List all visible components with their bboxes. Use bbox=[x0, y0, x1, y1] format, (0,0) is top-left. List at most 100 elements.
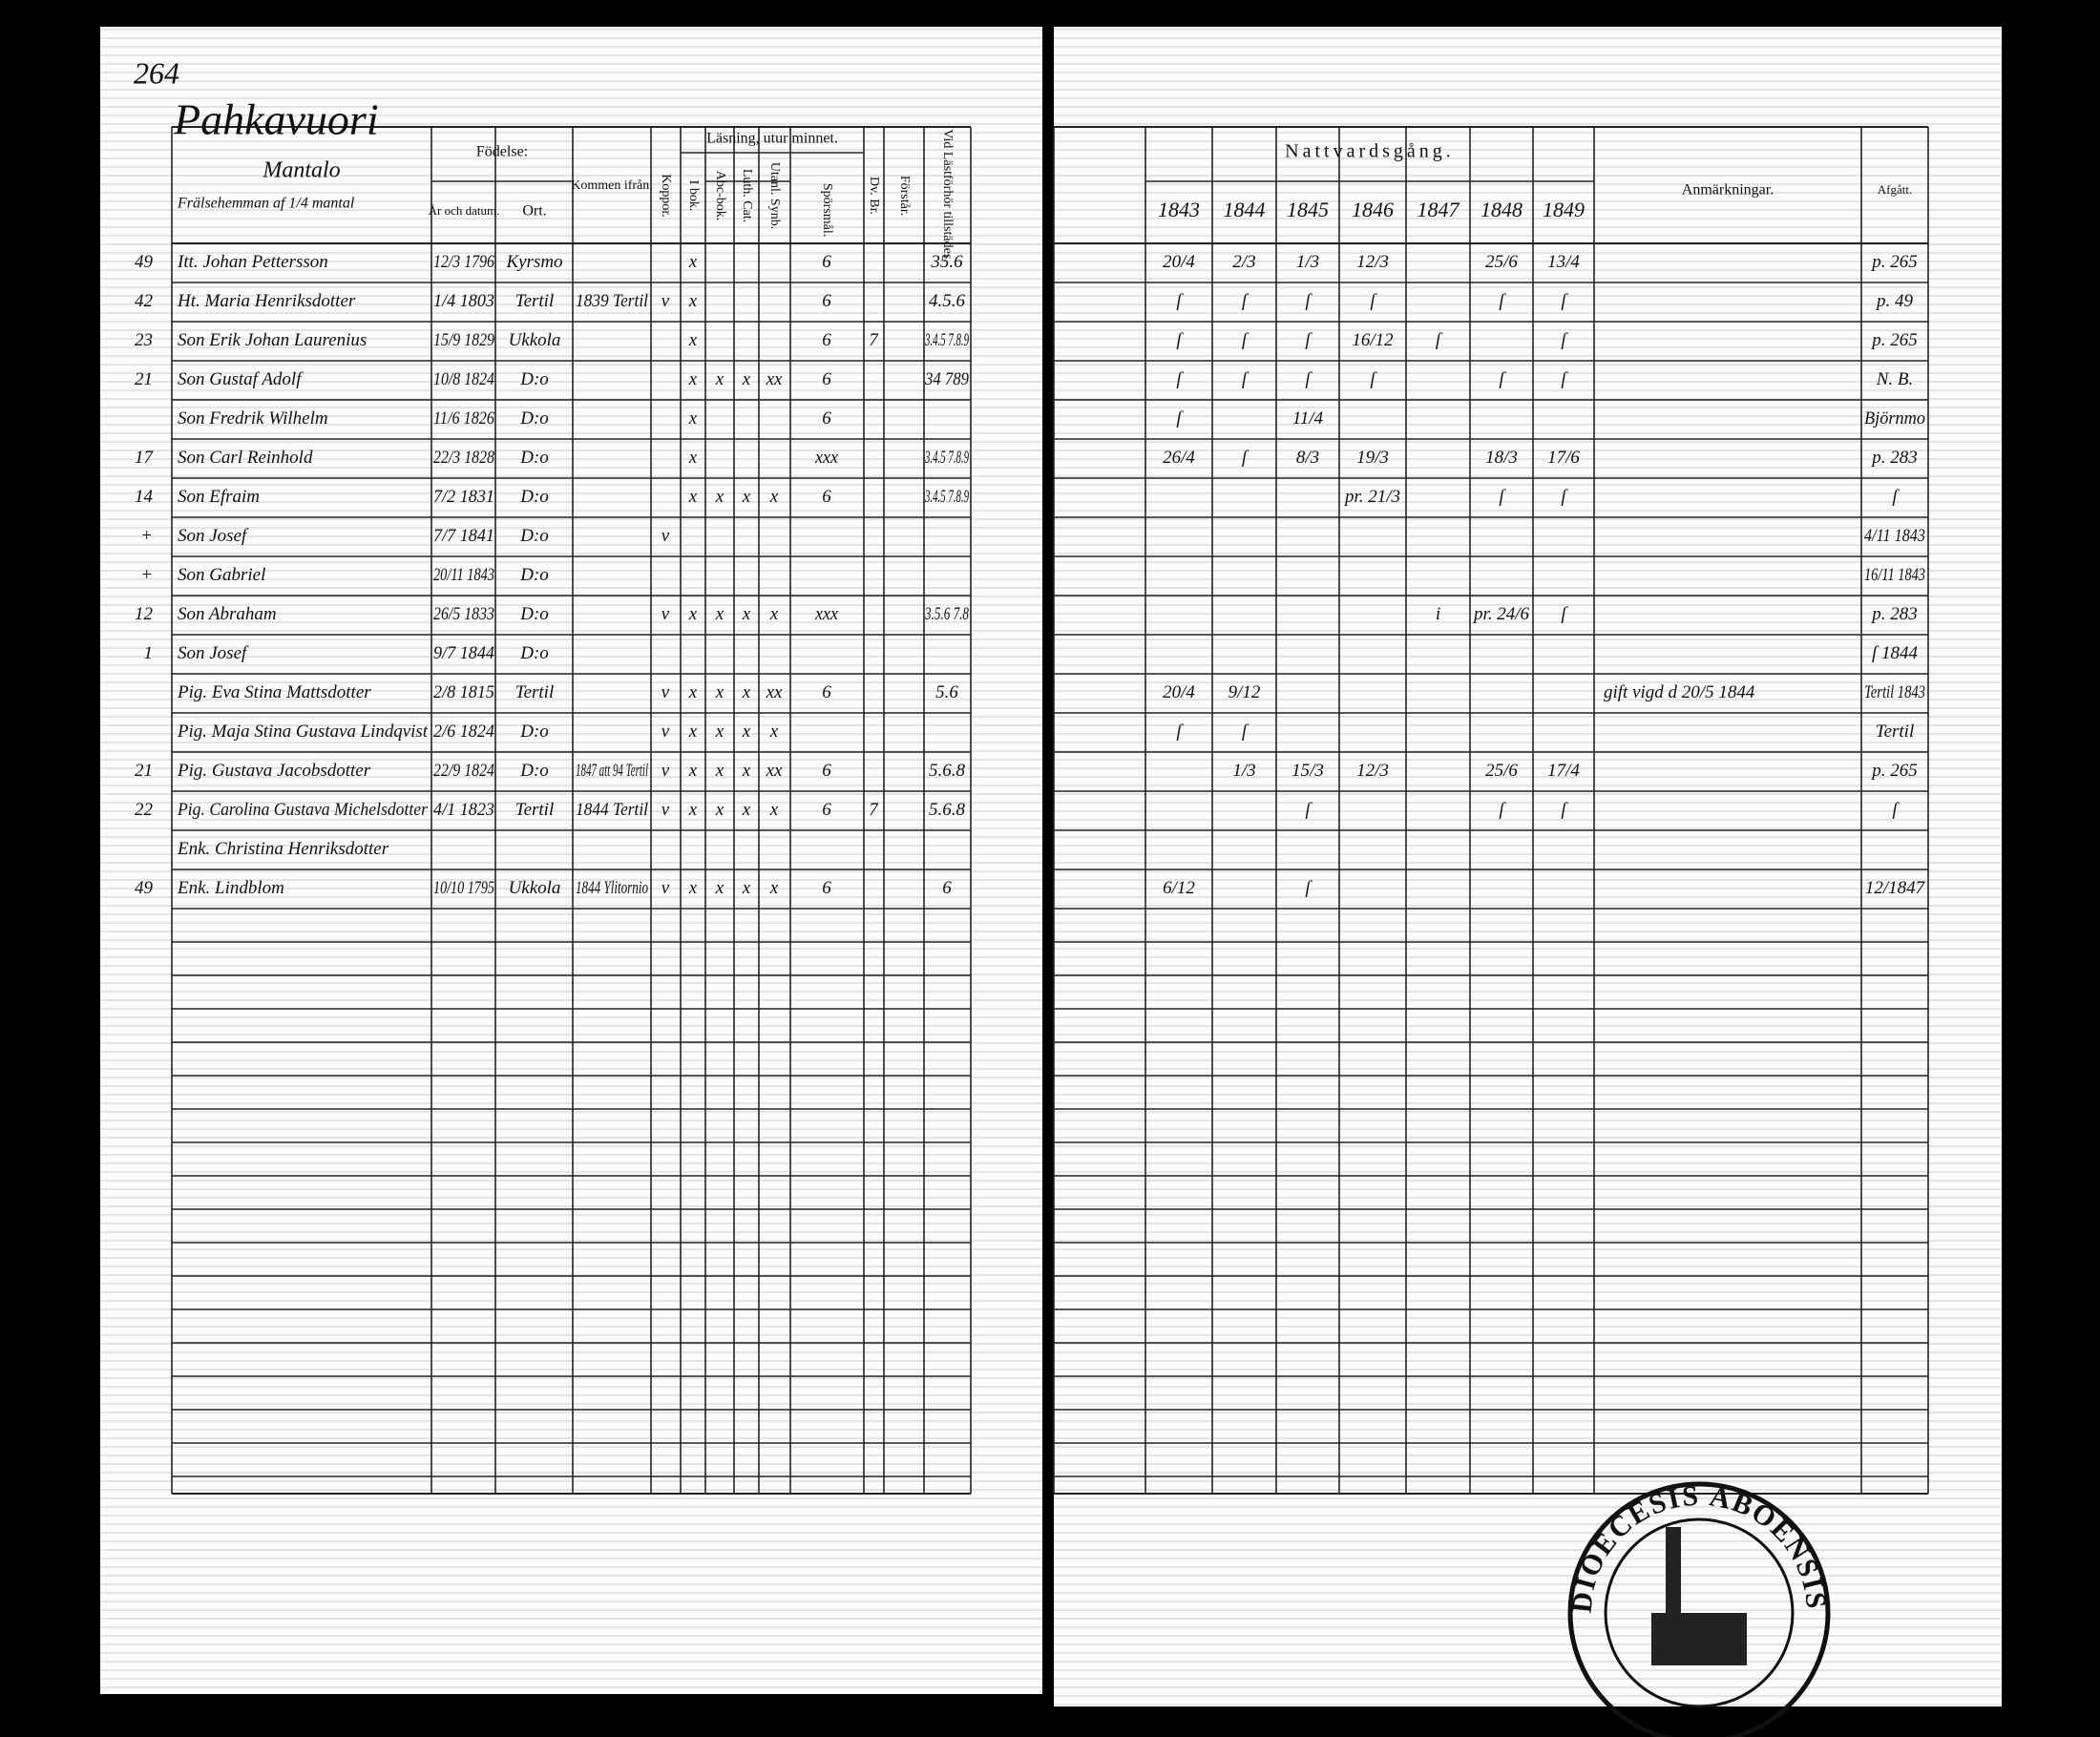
register-cell: 1844 Tertil bbox=[576, 800, 648, 820]
register-cell: x bbox=[742, 369, 751, 389]
vertical-header: Vid Lästförhör tillstädes. bbox=[940, 129, 955, 262]
person-name: Enk. Lindblom bbox=[177, 878, 284, 898]
register-cell: D:o bbox=[519, 643, 549, 663]
register-cell: x bbox=[715, 369, 724, 389]
communion-entry: 11/4 bbox=[1292, 408, 1324, 429]
register-cell: x bbox=[769, 878, 779, 898]
register-cell: Tertil bbox=[515, 682, 555, 702]
register-cell: Tertil bbox=[515, 291, 555, 311]
register-cell: x bbox=[742, 761, 751, 781]
register-cell: 3.4.5 7.8.9 bbox=[924, 330, 969, 350]
table-body: 1843 1844 1845 1846 1847 1848 1849 49 Itt. Johan… bbox=[135, 198, 1926, 898]
communion-entry: ſ bbox=[1176, 291, 1184, 311]
register-cell: x bbox=[688, 800, 698, 820]
register-cell: x bbox=[715, 761, 724, 781]
register-cell: 5.6.8 bbox=[929, 761, 966, 781]
register-cell: x bbox=[769, 487, 779, 507]
register-cell: 1839 Tertil bbox=[576, 291, 648, 311]
communion-entry: 25/6 bbox=[1485, 252, 1518, 272]
communion-entry: 20/4 bbox=[1163, 252, 1195, 272]
register-cell: xx bbox=[766, 761, 783, 781]
year-header: 1844 bbox=[1224, 198, 1266, 221]
register-cell: 10/10 1795 bbox=[433, 878, 494, 898]
register-cell: x bbox=[688, 878, 698, 898]
register-cell: 35.6 bbox=[930, 252, 963, 272]
communion-entry: ſ bbox=[1242, 291, 1250, 311]
communion-entry: ſ bbox=[1561, 487, 1568, 507]
register-cell: x bbox=[688, 682, 698, 702]
register-cell: 34 789 bbox=[924, 369, 969, 389]
column-note: Frälsehemman af 1/4 mantal bbox=[177, 196, 355, 212]
page-number: 264 bbox=[134, 55, 179, 90]
register-cell: D:o bbox=[519, 761, 549, 781]
register-cell: xxx bbox=[814, 604, 838, 624]
vertical-header: I bok. bbox=[686, 180, 701, 212]
vertical-header: Luth. Cat. bbox=[740, 169, 754, 222]
header: År och datum. bbox=[429, 203, 500, 218]
person-name: Son Fredrik Wilhelm bbox=[178, 408, 328, 429]
register-cell: 10/8 1824 bbox=[433, 369, 494, 389]
departure: 4/11 1843 bbox=[1864, 526, 1925, 546]
register-cell: Kyrsmo bbox=[505, 252, 562, 272]
communion-entry: ſ bbox=[1176, 408, 1184, 429]
register-cell: 26/5 1833 bbox=[433, 604, 494, 624]
register-cell: x bbox=[688, 761, 698, 781]
register-cell: x bbox=[715, 604, 724, 624]
communion-entry: 1/3 bbox=[1232, 761, 1255, 781]
register-cell: 3.4.5 7.8.9 bbox=[924, 448, 969, 468]
register-cell: x bbox=[688, 330, 698, 350]
register-cell: x bbox=[742, 604, 751, 624]
communion-entry: ſ bbox=[1499, 800, 1506, 820]
person-name: Son Josef bbox=[178, 643, 249, 663]
communion-entry: ſ bbox=[1176, 722, 1184, 742]
register-cell: 15/9 1829 bbox=[433, 330, 494, 350]
register-cell: x bbox=[715, 800, 724, 820]
register-cell: 6 bbox=[822, 800, 831, 820]
register-cell: 6 bbox=[822, 330, 831, 350]
farm-name: Pahkavuori bbox=[173, 95, 379, 144]
register-cell: 7/2 1831 bbox=[433, 487, 494, 507]
register-cell: v bbox=[662, 722, 670, 742]
register-cell: x bbox=[688, 408, 698, 429]
register-cell: 6 bbox=[822, 291, 831, 311]
person-name: Pig. Carolina Gustava Michelsdotter bbox=[177, 800, 428, 820]
register-cell: x bbox=[688, 722, 698, 742]
register-cell: D:o bbox=[519, 448, 549, 468]
column-title: Mantalo bbox=[262, 158, 340, 183]
register-cell: 6 bbox=[822, 878, 831, 898]
register-cell: 6 bbox=[822, 369, 831, 389]
person-name: Son Carl Reinhold bbox=[178, 448, 313, 468]
communion-entry: 17/4 bbox=[1547, 761, 1580, 781]
communion-entry: ſ bbox=[1242, 448, 1250, 468]
communion-entry: ſ bbox=[1242, 330, 1250, 350]
register-cell: x bbox=[688, 252, 698, 272]
row-number: 21 bbox=[135, 761, 153, 781]
register-cell: 11/6 1826 bbox=[433, 408, 494, 429]
vertical-header: Koppor. bbox=[659, 174, 673, 218]
register-cell: 6 bbox=[822, 682, 831, 702]
vertical-header: Förstår. bbox=[897, 176, 912, 216]
register-cell: xxx bbox=[814, 448, 838, 468]
register-cell: D:o bbox=[519, 526, 549, 546]
communion-entry: ſ bbox=[1370, 291, 1377, 311]
stamp-church bbox=[1651, 1613, 1747, 1665]
register-cell: 3.4.5 7.8.9 bbox=[924, 487, 969, 507]
communion-entry: 20/4 bbox=[1163, 682, 1195, 702]
register-cell: v bbox=[662, 604, 670, 624]
register-cell: 4/1 1823 bbox=[433, 800, 494, 820]
register-cell: D:o bbox=[519, 487, 549, 507]
register-cell: v bbox=[662, 878, 670, 898]
row-number: 42 bbox=[135, 291, 154, 311]
row-number: 12 bbox=[135, 604, 154, 624]
communion-entry: ſ bbox=[1176, 369, 1184, 389]
communion-entry: ſ bbox=[1499, 291, 1506, 311]
register-cell: 2/8 1815 bbox=[433, 682, 494, 702]
communion-entry: i bbox=[1436, 604, 1440, 624]
departure: Tertil bbox=[1876, 722, 1915, 742]
register-cell: x bbox=[715, 682, 724, 702]
row-number: 49 bbox=[135, 252, 154, 272]
year-header: 1846 bbox=[1352, 198, 1394, 221]
register-cell: xx bbox=[766, 682, 783, 702]
register-cell: x bbox=[742, 800, 751, 820]
communion-entry: ſ bbox=[1561, 291, 1568, 311]
